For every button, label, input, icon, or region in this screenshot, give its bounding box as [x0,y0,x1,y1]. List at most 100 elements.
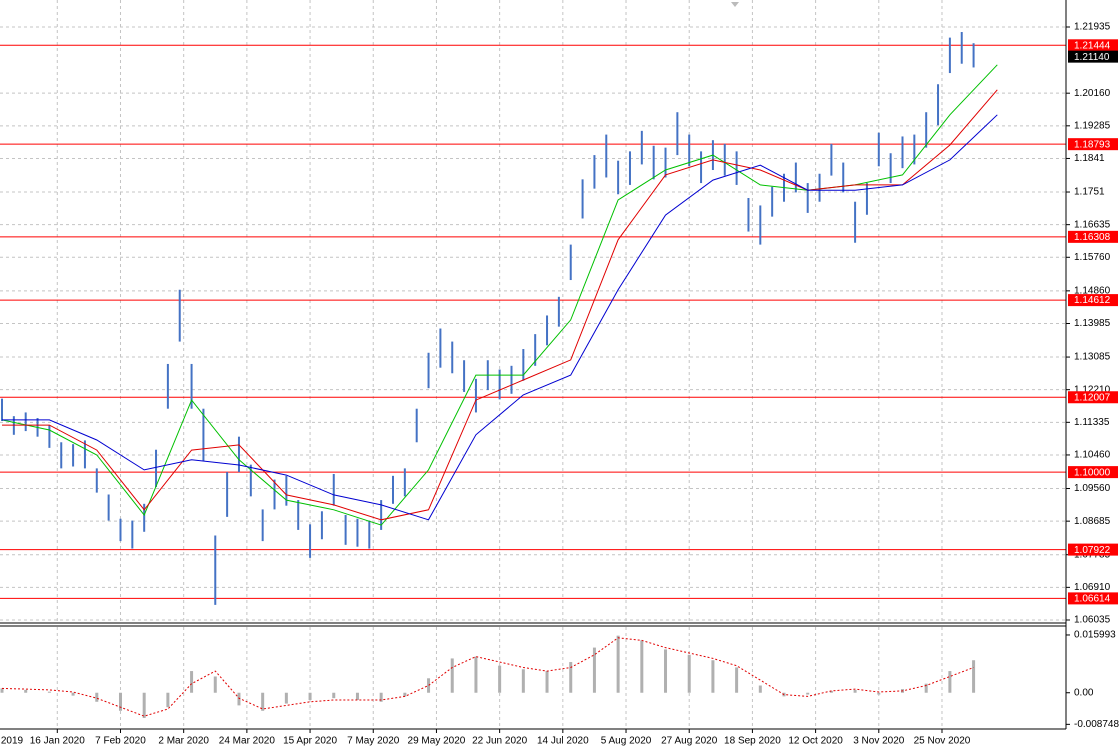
histogram-bar [687,654,691,693]
histogram-bar [498,665,502,693]
level-label: 1.10000 [1074,467,1111,478]
x-tick-label: 18 Sep 2020 [724,736,781,747]
y-tick-label: 1.1841 [1074,153,1105,164]
y-tick-label: 1.08685 [1074,516,1111,527]
histogram-bar [806,692,810,695]
y-tick-label: 0.00 [1074,687,1094,698]
x-tick-label: 2019 [1,736,24,747]
level-label-box [1068,138,1118,151]
y-tick-label: 0.015993 [1074,630,1116,641]
moving-average-line [2,89,998,521]
x-tick-label: 27 Aug 2020 [661,736,718,747]
histogram-bar [569,662,573,693]
histogram-bar [332,692,336,699]
y-tick-label: 1.09560 [1074,483,1111,494]
histogram-bar [237,692,241,706]
histogram-bar [829,690,833,693]
y-tick-label: 1.16635 [1074,219,1111,230]
histogram-bar [47,691,51,693]
macd-panel: 0.015993 0.00 -0.008748 [0,627,1119,730]
histogram-bar [521,669,525,693]
x-tick-label: 2 Mar 2020 [158,736,209,747]
histogram-bar [190,671,194,693]
level-label-box [1068,592,1118,605]
level-label-box [1068,294,1118,307]
level-label: 1.21444 [1074,40,1111,51]
y-tick-label: 1.06035 [1074,615,1111,626]
moving-average-line [2,114,998,521]
level-label-box [1068,39,1118,52]
histogram-bar [948,671,952,693]
histogram-bar [379,692,383,702]
histogram-bar [711,660,715,693]
x-tick-label: 22 Jun 2020 [472,736,527,747]
histogram-bar [95,692,99,702]
histogram-bar [308,692,312,700]
level-label-box [1068,230,1118,243]
y-tick-label: 1.14860 [1074,285,1111,296]
x-tick-label: 24 Mar 2020 [219,736,276,747]
histogram-bar [166,692,170,708]
signal-line [1,637,974,717]
last-price-label: 1.21140 [1074,52,1110,63]
x-tick-label: 25 Nov 2020 [914,736,971,747]
x-tick-label: 7 May 2020 [347,736,400,747]
y-tick-label: 1.15760 [1074,252,1111,263]
level-label: 1.18793 [1074,139,1111,150]
x-tick-label: 3 Nov 2020 [853,736,905,747]
level-label-box [1068,391,1118,404]
histogram-bar [118,692,122,711]
y-tick-label: 1.12210 [1074,384,1111,395]
x-tick-label: 29 May 2020 [408,736,466,747]
y-tick-label: 1.10460 [1074,450,1111,461]
histogram-bar [261,692,265,711]
level-label: 1.06614 [1074,594,1111,605]
x-tick-label: 7 Feb 2020 [95,736,146,747]
x-tick-label: 12 Oct 2020 [788,736,843,747]
histogram-bar [758,685,762,693]
y-tick-label: 1.19285 [1074,120,1111,131]
histogram-bar [474,656,478,693]
level-label-box [1068,543,1118,556]
histogram-bar [972,660,976,693]
last-price-box [1068,50,1118,63]
histogram-bar [284,692,288,704]
x-tick-label: 5 Aug 2020 [601,736,652,747]
histogram-bar [142,692,146,719]
y-tick-label: 1.13085 [1074,352,1111,363]
histogram-bar [592,647,596,693]
histogram-bar [450,658,454,693]
histogram-bar [616,635,620,693]
histogram-bar [24,689,28,693]
histogram-bar [640,640,644,693]
y-tick-label: 1.06910 [1074,582,1111,593]
y-tick-label: 1.21935 [1074,22,1111,33]
histogram-bar [427,678,431,693]
histogram-bar [924,683,928,693]
histogram-bar [0,688,4,693]
y-tick-label: 1.13985 [1074,318,1111,329]
y-tick-label: 1.20160 [1074,88,1111,99]
level-label: 1.16308 [1074,232,1111,243]
level-label: 1.14612 [1074,295,1111,306]
x-tick-label: 16 Jan 2020 [30,736,85,747]
histogram-bar [735,667,739,693]
level-label: 1.07922 [1074,545,1111,556]
histogram-bar [355,692,359,700]
y-tick-label: 1.1751 [1074,187,1105,198]
histogram-bar [71,692,75,696]
y-tick-label: 1.11335 [1074,417,1110,428]
histogram-bar [213,676,217,693]
shift-marker [731,2,739,7]
level-label-box [1068,466,1118,479]
x-tick-label: 15 Apr 2020 [283,736,337,747]
histogram-bar [853,689,857,693]
histogram-bar [545,671,549,693]
x-tick-label: 14 Jul 2020 [537,736,589,747]
level-label: 1.12007 [1074,392,1111,403]
histogram-bar [664,649,668,693]
histogram-bar [403,692,407,697]
y-tick-label: -0.008748 [1074,719,1119,730]
